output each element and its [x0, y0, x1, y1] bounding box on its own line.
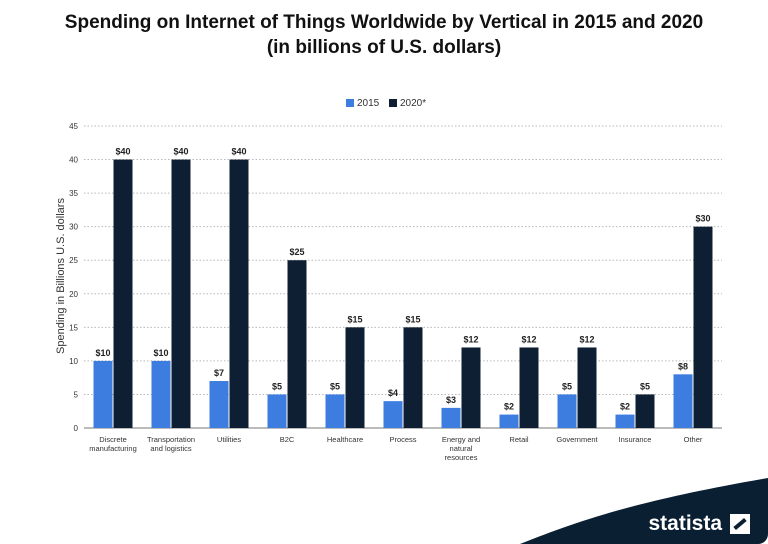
bar-2020-8[interactable] [577, 347, 597, 428]
legend-swatch [346, 99, 354, 107]
data-label: $5 [640, 381, 650, 391]
data-label: $8 [678, 361, 688, 371]
bar-2020-10[interactable] [693, 226, 713, 428]
brand-name: statista [648, 512, 722, 535]
bar-2020-2[interactable] [229, 159, 249, 429]
data-label: $10 [153, 348, 168, 358]
bar-2015-7[interactable] [499, 414, 519, 428]
bar-2015-1[interactable] [151, 360, 171, 428]
y-tick-label: 40 [69, 156, 78, 165]
x-tick-label: Discrete [99, 435, 127, 444]
y-tick-label: 5 [74, 390, 79, 399]
bar-2015-5[interactable] [383, 401, 403, 428]
data-label: $2 [620, 402, 630, 412]
x-tick-label: B2C [280, 435, 295, 444]
x-tick-label: Healthcare [327, 435, 363, 444]
x-tick-label: Other [684, 435, 703, 444]
legend-swatch [389, 99, 397, 107]
data-label: $12 [579, 334, 594, 344]
bar-2015-8[interactable] [557, 394, 577, 428]
bar-2015-10[interactable] [673, 374, 693, 428]
legend-label[interactable]: 2015 [357, 98, 380, 109]
x-tick-label: manufacturing [89, 444, 137, 453]
data-label: $30 [695, 214, 710, 224]
y-tick-label: 35 [69, 189, 78, 198]
data-label: $12 [521, 334, 536, 344]
chart-title-line-1: Spending on Internet of Things Worldwide… [64, 12, 704, 33]
data-label: $15 [347, 314, 362, 324]
bar-2020-6[interactable] [461, 347, 481, 428]
x-tick-label: Utilities [217, 435, 241, 444]
bar-2020-9[interactable] [635, 394, 655, 428]
data-labels: $10 $40 $10 $40 $7 $40 $5 $25 $5 $15 $4 $15 $3 $12 $2 $… [95, 147, 710, 412]
bar-2015-6[interactable] [441, 407, 461, 428]
footer-brand-band [520, 478, 768, 544]
y-tick-label: 0 [74, 424, 79, 433]
statista-logo-icon [730, 514, 750, 534]
chart-title-line-2: (in billions of U.S. dollars) [266, 37, 502, 58]
y-tick-label: 10 [69, 357, 78, 366]
data-label: $25 [289, 247, 304, 257]
legend: 2015 2020* [346, 98, 426, 109]
data-label: $5 [330, 381, 340, 391]
data-label: $2 [504, 402, 514, 412]
data-label: $40 [231, 147, 246, 157]
statista-logo-link[interactable]: statista [648, 512, 750, 536]
x-tick-label: Government [556, 435, 598, 444]
data-label: $10 [95, 348, 110, 358]
bar-2015-4[interactable] [325, 394, 345, 428]
data-label: $12 [463, 334, 478, 344]
chart-title: Spending on Internet of Things Worldwide… [0, 10, 768, 60]
data-label: $4 [388, 388, 398, 398]
x-tick-label: Process [389, 435, 416, 444]
x-tick-label: and logistics [150, 444, 192, 453]
data-label: $5 [562, 381, 572, 391]
bar-2020-3[interactable] [287, 260, 307, 428]
x-tick-label: resources [445, 453, 478, 462]
bar-2015-9[interactable] [615, 414, 635, 428]
bar-2015-0[interactable] [93, 360, 113, 428]
data-label: $5 [272, 381, 282, 391]
x-tick-label: Insurance [619, 435, 652, 444]
x-tick-label: natural [450, 444, 473, 453]
footer-band [520, 478, 768, 544]
data-label: $15 [405, 314, 420, 324]
x-tick-label: Energy and [442, 435, 480, 444]
data-label: $7 [214, 368, 224, 378]
y-axis-label: Spending in Billions U.S. dollars [55, 198, 67, 354]
y-tick-label: 25 [69, 256, 78, 265]
x-tick-label: Retail [509, 435, 529, 444]
legend-label[interactable]: 2020* [400, 98, 426, 109]
data-label: $40 [173, 147, 188, 157]
y-tick-label: 15 [69, 323, 78, 332]
data-label: $3 [446, 395, 456, 405]
bar-2020-5[interactable] [403, 327, 423, 428]
bar-2020-7[interactable] [519, 347, 539, 428]
data-label: $40 [115, 147, 130, 157]
bars [93, 159, 713, 429]
bar-2020-0[interactable] [113, 159, 133, 429]
x-tick-label: Transportation [147, 435, 195, 444]
bar-2020-4[interactable] [345, 327, 365, 428]
y-tick-label: 45 [69, 122, 78, 131]
bar-2015-2[interactable] [209, 381, 229, 428]
bar-2020-1[interactable] [171, 159, 191, 429]
y-tick-label: 20 [69, 290, 78, 299]
bar-2015-3[interactable] [267, 394, 287, 428]
y-tick-label: 30 [69, 223, 78, 232]
y-axis-ticks: 0 5 10 15 20 25 30 35 40 45 [69, 122, 78, 433]
